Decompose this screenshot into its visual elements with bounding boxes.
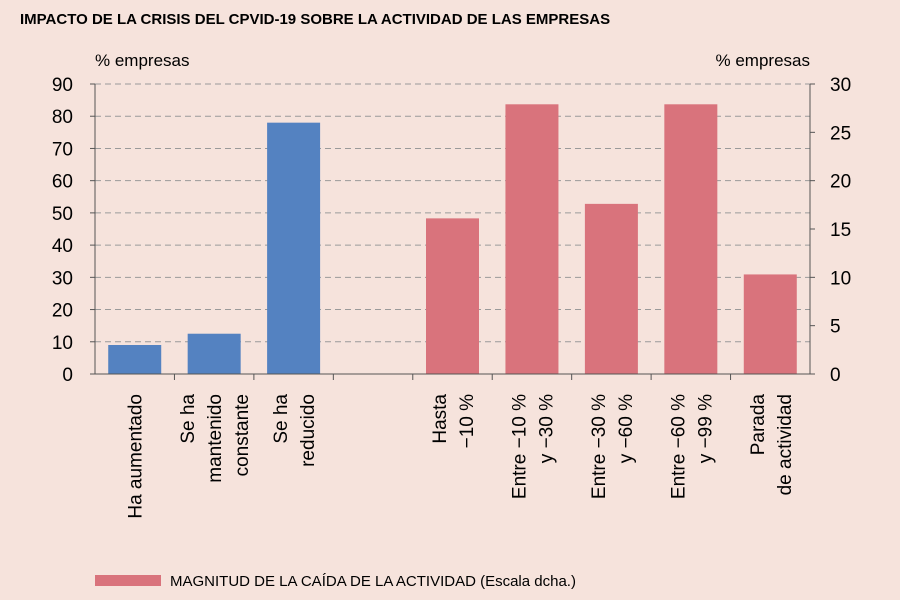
category-label-line: Ha aumentado	[126, 394, 147, 519]
bar	[108, 345, 162, 374]
category-label-line: Entre −10 %	[509, 394, 530, 499]
bar	[505, 104, 559, 375]
category-label-line: −10 %	[457, 394, 478, 449]
category-label: Entre −60 % y −99 %	[668, 394, 716, 499]
left-tick-label: 60	[52, 172, 73, 193]
left-tick-label: 80	[52, 107, 73, 128]
bar	[743, 274, 797, 374]
category-label: Entre −10 % y −30 %	[509, 394, 557, 499]
left-tick-label: 20	[52, 301, 73, 322]
left-tick-label: 30	[52, 268, 73, 289]
category-label: Se ha reducido	[271, 394, 319, 467]
category-label-line: y −30 %	[536, 394, 557, 463]
left-axis-ticks: 0 10 20 30 40 50 60 70 80 90	[52, 75, 95, 386]
category-label-line: Parada	[748, 394, 769, 456]
left-tick-label: 10	[52, 333, 73, 354]
bar	[664, 104, 718, 375]
bar	[426, 218, 479, 374]
category-label: Parada de actividad	[748, 394, 796, 496]
category-label-line: Entre −60 %	[668, 394, 689, 499]
right-tick-label: 10	[830, 268, 851, 289]
right-tick-label: 5	[830, 317, 841, 338]
category-label-line: Entre −30 %	[589, 394, 610, 499]
category-label: Se ha mantenido constante	[178, 394, 253, 483]
category-label: Entre −30 % y −60 %	[589, 394, 637, 499]
right-tick-label: 30	[830, 75, 851, 96]
category-label-line: Se ha	[178, 394, 199, 444]
left-tick-label: 0	[62, 365, 73, 386]
left-tick-label: 40	[52, 236, 73, 257]
right-axis-ticks: 0 5 10 15 20 25 30	[810, 75, 851, 386]
category-label: Hasta −10 %	[430, 394, 478, 449]
category-label-line: y −99 %	[695, 394, 716, 463]
bar	[267, 122, 321, 375]
legend: MAGNITUD DE LA CAÍDA DE LA ACTIVIDAD (Es…	[95, 573, 576, 590]
legend-label: MAGNITUD DE LA CAÍDA DE LA ACTIVIDAD (Es…	[170, 573, 576, 590]
category-label-line: de actividad	[775, 394, 796, 495]
category-label-line: y −60 %	[616, 394, 637, 463]
legend-swatch	[95, 575, 161, 586]
category-label-line: constante	[232, 394, 253, 476]
right-tick-label: 0	[830, 365, 841, 386]
right-axis-unit: % empresas	[716, 51, 810, 70]
category-labels: Ha aumentado Se ha mantenido constante Se ha…	[126, 394, 796, 519]
bar	[187, 333, 241, 374]
left-tick-label: 90	[52, 75, 73, 96]
category-label: Ha aumentado	[126, 394, 147, 519]
chart-title: IMPACTO DE LA CRISIS DEL CPVID-19 SOBRE …	[20, 11, 610, 28]
bars	[108, 104, 797, 375]
category-label-line: Hasta	[430, 394, 451, 444]
right-tick-label: 25	[830, 123, 851, 144]
left-tick-label: 70	[52, 139, 73, 160]
right-tick-label: 15	[830, 220, 851, 241]
category-label-line: mantenido	[205, 394, 226, 483]
category-label-line: reducido	[298, 394, 319, 467]
left-axis-unit: % empresas	[95, 51, 189, 70]
right-tick-label: 20	[830, 172, 851, 193]
left-tick-label: 50	[52, 204, 73, 225]
bar	[584, 203, 638, 374]
category-label-line: Se ha	[271, 394, 292, 444]
